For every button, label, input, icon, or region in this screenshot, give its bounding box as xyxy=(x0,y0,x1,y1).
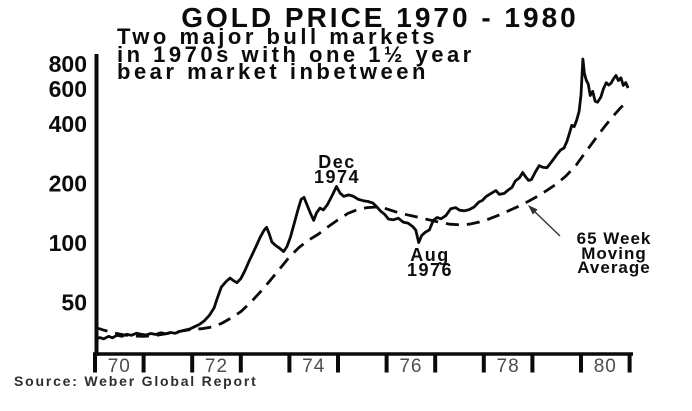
annotation-aug-1976: Aug 1976 xyxy=(406,245,454,280)
svg-text:100: 100 xyxy=(49,230,87,256)
svg-text:800: 800 xyxy=(49,51,87,77)
svg-text:80: 80 xyxy=(594,356,617,377)
svg-text:600: 600 xyxy=(49,76,87,102)
chart-subtitle: Two major bull markets in 1970s with one… xyxy=(117,24,475,84)
svg-text:70: 70 xyxy=(108,356,131,377)
svg-text:76: 76 xyxy=(399,356,422,377)
svg-text:72: 72 xyxy=(205,356,228,377)
svg-text:200: 200 xyxy=(49,170,87,196)
chart-title: GOLD PRICE 1970 - 1980 xyxy=(181,2,579,33)
svg-text:50: 50 xyxy=(61,290,87,316)
source-credit: Source: Weber Global Report xyxy=(14,373,258,389)
annotation-dec-1974: Dec 1974 xyxy=(313,152,361,187)
svg-text:78: 78 xyxy=(497,356,520,377)
svg-text:74: 74 xyxy=(302,356,325,377)
annotation-moving-average-label: 65 Week Moving Average xyxy=(576,229,652,277)
svg-text:400: 400 xyxy=(49,111,87,137)
